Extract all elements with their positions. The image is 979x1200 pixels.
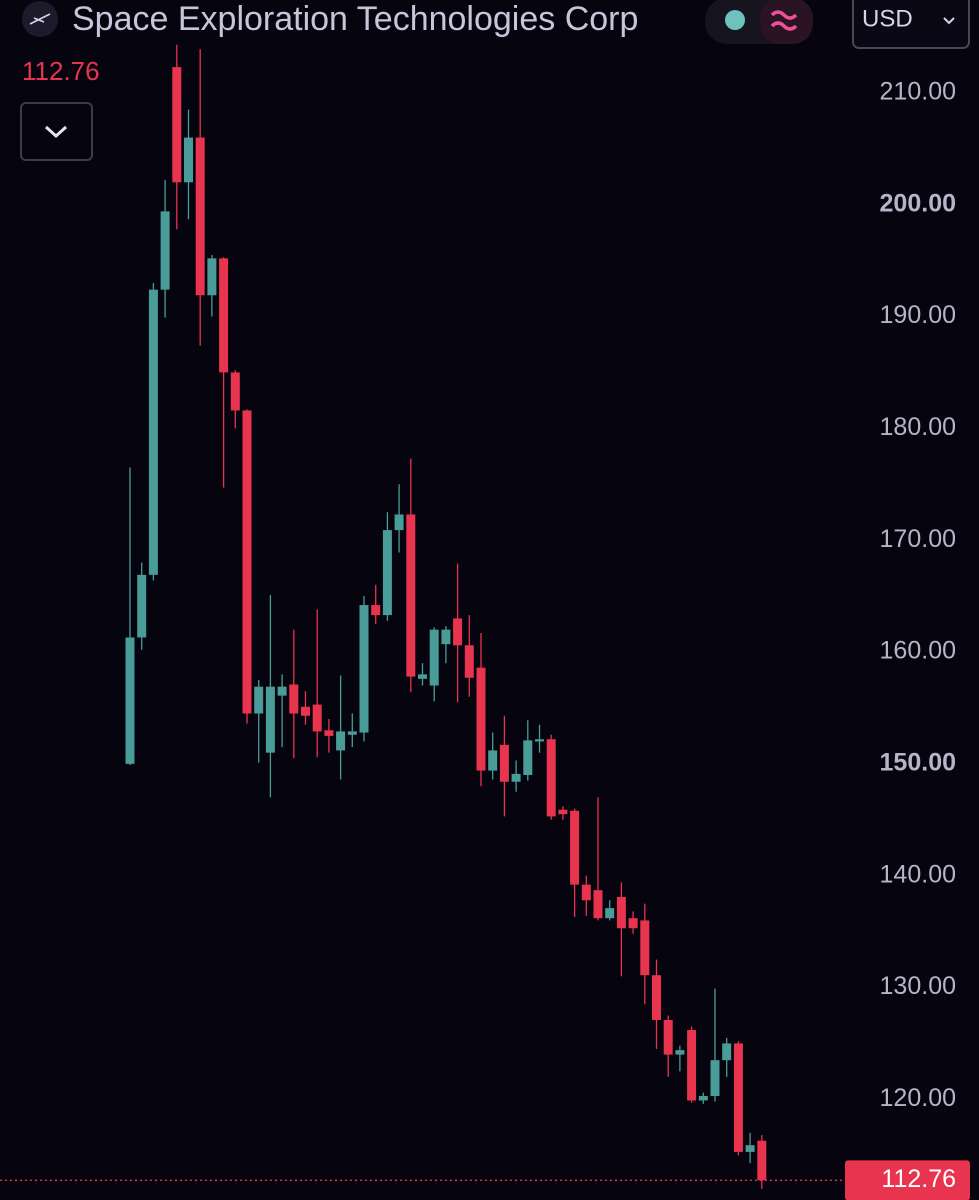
y-tick-label: 170.00 xyxy=(880,525,956,553)
candle-body xyxy=(605,908,615,919)
last-price-header: 112.76 xyxy=(22,56,100,86)
candle-body xyxy=(289,684,299,714)
logo-mark xyxy=(29,13,51,25)
wave-icon xyxy=(770,10,798,31)
candle-body xyxy=(652,975,661,1020)
candle-body xyxy=(347,731,357,735)
candle-body xyxy=(242,410,252,714)
candle-body xyxy=(195,137,205,296)
candle-body xyxy=(698,1095,708,1101)
candle-body xyxy=(172,67,182,183)
y-tick-label: 190.00 xyxy=(880,301,956,329)
candle-body xyxy=(757,1140,767,1181)
candle-body xyxy=(464,645,474,678)
y-tick-label: 140.00 xyxy=(880,860,956,888)
candle-body xyxy=(581,884,591,901)
candle-body xyxy=(359,605,369,733)
candle-body xyxy=(675,1050,685,1055)
chevron-down xyxy=(44,125,68,139)
candle-body xyxy=(418,674,427,679)
candle-body xyxy=(593,890,603,919)
candle-body xyxy=(301,706,310,716)
candle-body xyxy=(160,211,170,290)
candle-body xyxy=(523,740,533,776)
y-tick-label: 200.00 xyxy=(880,189,956,217)
candle-body xyxy=(219,258,229,373)
last-price-tag xyxy=(845,1160,970,1200)
plot xyxy=(0,44,845,1189)
candle-body xyxy=(441,629,451,645)
candle-body xyxy=(148,289,158,575)
y-tick-label: 150.00 xyxy=(880,748,956,776)
y-tick-label: 130.00 xyxy=(880,972,956,1000)
candle-body xyxy=(382,530,392,616)
candle-body xyxy=(511,773,521,782)
candle-body xyxy=(628,918,638,929)
candle-body xyxy=(546,739,556,817)
candle-body xyxy=(324,730,334,736)
candle-body xyxy=(429,629,439,686)
currency-label: USD xyxy=(862,5,913,32)
candle-body xyxy=(710,1060,720,1096)
candle-body xyxy=(394,514,404,531)
candle-body xyxy=(570,810,580,885)
candle-body xyxy=(687,1030,697,1101)
candle-body xyxy=(265,686,275,753)
currency-select[interactable] xyxy=(852,0,970,49)
chart-title: Space Exploration Technologies Corp xyxy=(72,0,638,38)
candle-body xyxy=(125,637,135,764)
candle-body xyxy=(254,686,264,714)
candle-body xyxy=(230,372,240,411)
chevron xyxy=(943,17,955,25)
candle-body xyxy=(488,750,498,771)
y-tick-label: 210.00 xyxy=(880,77,956,105)
candle-body xyxy=(499,744,509,782)
last-price-label: 112.76 xyxy=(881,1165,956,1193)
candle-body xyxy=(336,731,346,751)
candle-body xyxy=(663,1019,673,1055)
y-tick-label: 180.00 xyxy=(880,413,956,441)
candle-body xyxy=(745,1145,755,1152)
collapse-button[interactable] xyxy=(20,102,93,161)
candle-body xyxy=(207,258,217,296)
candle-body xyxy=(453,618,463,646)
candle-body xyxy=(640,920,650,976)
candle-body xyxy=(312,704,322,732)
candle-body xyxy=(616,896,626,929)
candle-body xyxy=(277,686,287,696)
y-tick-label: 160.00 xyxy=(880,637,956,665)
candle-body xyxy=(184,137,193,183)
candle-body xyxy=(137,574,147,638)
candle-body xyxy=(733,1043,743,1152)
candle-body xyxy=(535,739,544,742)
candle-body xyxy=(722,1043,732,1061)
candle-body xyxy=(476,667,486,771)
status-dot xyxy=(725,10,745,30)
candle-body xyxy=(406,514,416,677)
candle-body xyxy=(558,809,568,815)
candle-body xyxy=(371,605,381,616)
toggle-highlight xyxy=(760,0,813,44)
y-tick-label: 120.00 xyxy=(880,1084,956,1112)
